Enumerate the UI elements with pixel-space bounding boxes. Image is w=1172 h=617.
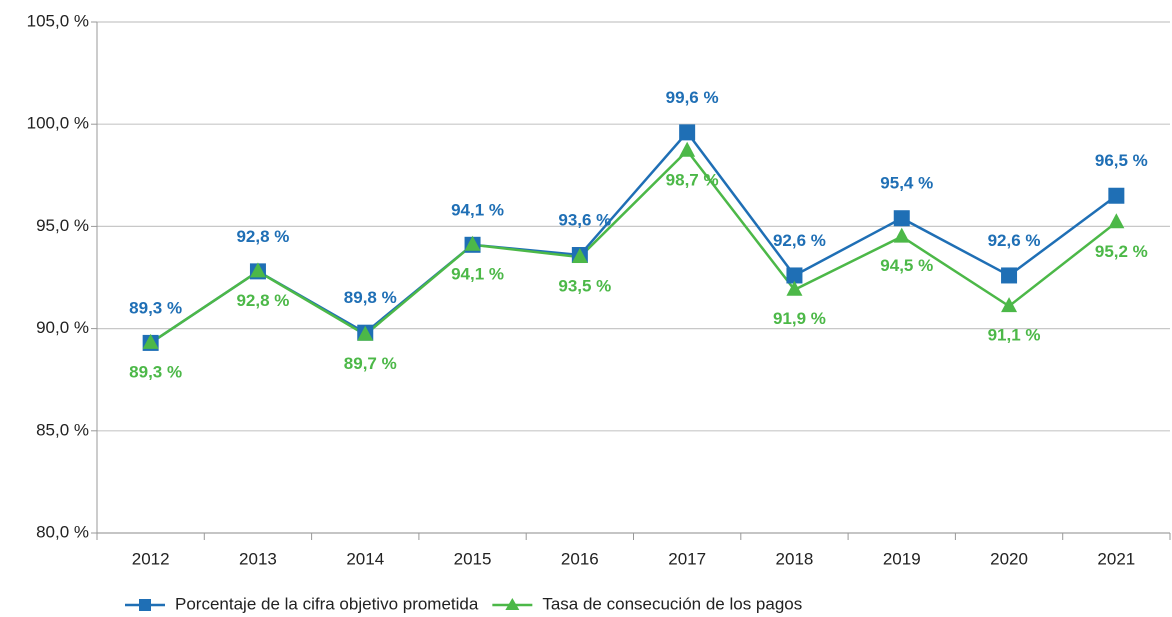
value-label: 92,6 % — [773, 231, 826, 250]
value-label: 94,1 % — [451, 200, 504, 219]
x-tick-label: 2016 — [561, 549, 599, 568]
marker — [1108, 213, 1125, 229]
series-line — [149, 130, 1118, 344]
marker — [786, 280, 803, 296]
marker — [142, 333, 159, 349]
x-tick-label: 2013 — [239, 549, 277, 568]
value-label: 99,6 % — [666, 88, 719, 107]
value-label: 92,6 % — [988, 231, 1041, 250]
value-label: 91,9 % — [773, 309, 826, 328]
value-label: 94,1 % — [451, 264, 504, 283]
marker — [357, 325, 374, 341]
marker — [893, 210, 910, 227]
value-label: 94,5 % — [880, 256, 933, 275]
value-label: 93,5 % — [558, 277, 611, 296]
value-label: 89,3 % — [129, 298, 182, 317]
marker — [786, 267, 803, 284]
x-tick-label: 2012 — [132, 549, 170, 568]
legend-marker — [505, 598, 520, 610]
marker — [571, 248, 588, 264]
x-tick-label: 2017 — [668, 549, 706, 568]
y-tick-label: 90,0 % — [36, 318, 89, 337]
series-line — [149, 148, 1118, 344]
x-tick-label: 2019 — [883, 549, 921, 568]
value-label: 96,5 % — [1095, 151, 1148, 170]
marker — [1108, 187, 1125, 204]
y-tick-label: 85,0 % — [36, 420, 89, 439]
y-tick-label: 100,0 % — [27, 114, 89, 133]
marker — [893, 227, 910, 243]
legend-label: Porcentaje de la cifra objetivo prometid… — [175, 594, 479, 613]
marker — [1001, 267, 1018, 284]
y-tick-label: 80,0 % — [36, 522, 89, 541]
value-label: 95,2 % — [1095, 242, 1148, 261]
value-label: 93,6 % — [558, 211, 611, 230]
legend-marker — [139, 599, 151, 611]
marker — [679, 124, 696, 141]
y-tick-label: 95,0 % — [36, 216, 89, 235]
marker — [679, 141, 696, 157]
value-label: 89,8 % — [344, 288, 397, 307]
value-label: 98,7 % — [666, 170, 719, 189]
x-tick-label: 2021 — [1097, 549, 1135, 568]
legend-label: Tasa de consecución de los pagos — [542, 594, 802, 613]
marker — [1001, 297, 1018, 313]
x-tick-label: 2014 — [346, 549, 384, 568]
x-tick-label: 2020 — [990, 549, 1028, 568]
value-label: 92,8 % — [236, 227, 289, 246]
x-tick-label: 2015 — [454, 549, 492, 568]
value-label: 91,1 % — [988, 326, 1041, 345]
x-tick-label: 2018 — [776, 549, 814, 568]
marker — [249, 262, 266, 278]
value-label: 95,4 % — [880, 174, 933, 193]
value-label: 92,8 % — [236, 291, 289, 310]
marker — [464, 235, 481, 251]
value-label: 89,7 % — [344, 354, 397, 373]
y-tick-label: 105,0 % — [27, 11, 89, 30]
value-label: 89,3 % — [129, 362, 182, 381]
